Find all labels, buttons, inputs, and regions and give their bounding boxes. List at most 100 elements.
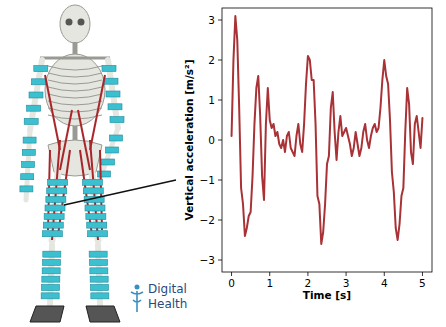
y-tick <box>218 100 222 101</box>
sensor <box>83 188 103 194</box>
sensor <box>102 159 115 165</box>
logo: DigitalHealth <box>131 282 187 312</box>
sensor <box>24 118 38 124</box>
clavicle <box>40 57 110 60</box>
sensor <box>22 149 35 155</box>
y-tick <box>218 140 222 141</box>
sensor <box>29 92 43 98</box>
sensor <box>91 293 109 299</box>
leader-line <box>64 180 176 205</box>
x-tick-label: 0 <box>228 277 235 289</box>
x-axis-label: Time [s] <box>303 289 351 301</box>
sensor <box>21 174 34 180</box>
x-tick-label: 5 <box>419 277 426 289</box>
y-tick-label: −3 <box>200 254 215 266</box>
sensor <box>47 188 67 194</box>
skull <box>60 5 90 43</box>
rib <box>48 87 102 91</box>
sensor <box>106 147 119 153</box>
x-tick-label: 1 <box>266 277 273 289</box>
logo-text: Health <box>148 297 187 311</box>
logo-icon <box>131 291 143 312</box>
sensor <box>22 162 35 168</box>
sensor <box>85 205 105 211</box>
plot-area <box>222 8 432 272</box>
sensor <box>86 214 106 220</box>
x-tick-label: 2 <box>305 277 312 289</box>
y-tick-label: 1 <box>208 94 215 106</box>
sensor <box>82 179 102 185</box>
sensor <box>45 205 65 211</box>
sensor <box>43 251 61 257</box>
y-tick <box>218 260 222 261</box>
x-tick-label: 4 <box>381 277 388 289</box>
rib <box>48 94 102 98</box>
sensor <box>110 135 123 141</box>
muscle <box>78 110 90 170</box>
muscle <box>45 75 60 150</box>
y-tick-label: 2 <box>208 54 215 66</box>
x-tick <box>422 272 423 276</box>
logo-text: Digital <box>148 282 187 296</box>
sensor <box>42 276 60 282</box>
plot-frame <box>222 8 432 272</box>
muscle <box>60 110 72 170</box>
muscle <box>90 75 105 150</box>
sensor <box>34 66 48 72</box>
x-tick <box>346 272 347 276</box>
sensor <box>108 104 122 110</box>
sensor <box>44 214 64 220</box>
sensor <box>87 222 107 228</box>
series-group <box>232 16 423 244</box>
x-tick <box>231 272 232 276</box>
rib <box>48 80 102 84</box>
y-tick-label: −2 <box>200 214 215 226</box>
sensor <box>42 231 62 237</box>
x-tick <box>307 272 308 276</box>
eye <box>66 19 73 26</box>
sensor <box>106 91 120 97</box>
y-tick-label: −1 <box>200 174 215 186</box>
y-tick-label: 0 <box>208 134 215 146</box>
sensor <box>98 171 111 177</box>
sensor <box>31 79 45 85</box>
eye <box>78 19 85 26</box>
sensor <box>43 260 61 266</box>
sensor <box>104 78 118 84</box>
y-tick <box>218 60 222 61</box>
x-tick <box>269 272 270 276</box>
sensor <box>27 105 41 111</box>
sensor <box>90 276 108 282</box>
rib <box>48 115 102 119</box>
sensor <box>90 268 108 274</box>
sensor <box>23 137 36 143</box>
sensor <box>91 285 109 291</box>
y-axis-label: Vertical acceleration [m/s²] <box>183 60 195 221</box>
y-tick <box>218 220 222 221</box>
logo-icon <box>135 285 140 290</box>
sensor <box>88 231 108 237</box>
sensor <box>42 268 60 274</box>
x-tick-label: 3 <box>343 277 350 289</box>
y-tick <box>218 20 222 21</box>
sensor <box>42 285 60 291</box>
rib <box>48 73 102 77</box>
rib <box>48 108 102 112</box>
sensor <box>46 196 66 202</box>
rib <box>48 66 102 70</box>
sensor <box>102 65 116 71</box>
x-tick <box>384 272 385 276</box>
y-tick-label: 3 <box>208 14 215 26</box>
sensor <box>110 117 124 123</box>
sensor <box>20 186 33 192</box>
sensor <box>43 222 63 228</box>
sensor <box>48 179 68 185</box>
sensor <box>41 293 59 299</box>
rib <box>48 101 102 105</box>
sensor <box>90 260 108 266</box>
series-line <box>232 16 423 244</box>
body-model <box>20 5 124 322</box>
axes: −3 −2 −1 0 1 2 3 0 1 2 3 4 5 Time [s] Vertical acceler… <box>183 14 426 301</box>
sensor <box>89 251 107 257</box>
foot <box>30 306 64 322</box>
